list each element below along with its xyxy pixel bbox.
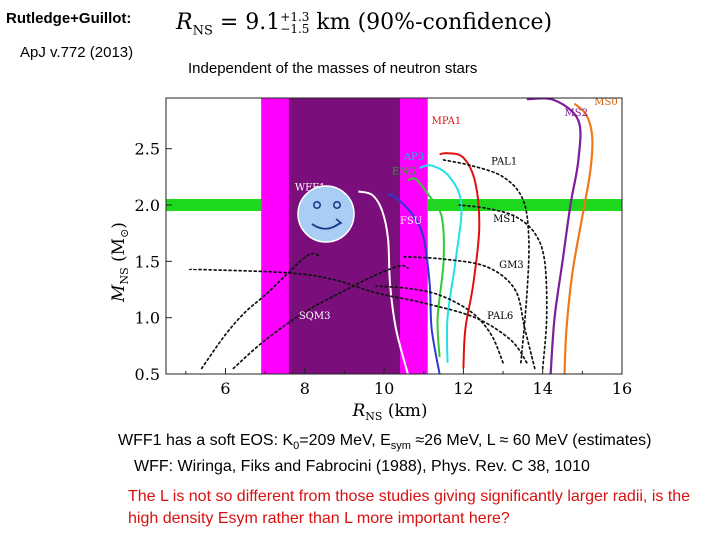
note1-sub-a: 0: [293, 440, 300, 453]
formula-minus: −1.5: [280, 22, 310, 36]
curve-label-eng: ENG: [392, 167, 416, 178]
y-tick-label: 2.0: [135, 196, 160, 215]
formula-symbol: R: [176, 10, 193, 35]
mass-radius-chart: MS0 MS2 MPA1 AP3 ENG WFF1 FSU PAL1 MS1 GM3 PAL6 GS1…: [109, 97, 633, 423]
x-tick-label: 16: [612, 379, 632, 398]
curve-label-ms2: MS2: [565, 108, 588, 119]
note1-sub-b: sym: [390, 440, 411, 453]
curve-ap3: [419, 164, 463, 363]
curve-label-sqm3: SQM3: [299, 311, 331, 322]
curve-gs1: [188, 268, 528, 364]
x-axis-label: RNS (km): [351, 401, 427, 423]
curve-pal1: [442, 159, 530, 364]
note1-part-a: WFF1 has a soft EOS: K: [118, 432, 294, 449]
curve-eng: [407, 177, 445, 358]
curve-ms2: [526, 98, 582, 374]
reference-authors: Rutledge+Guillot:: [6, 10, 132, 27]
curve-label-mpa1: MPA1: [432, 116, 462, 127]
y-tick-label: 1.5: [135, 252, 160, 271]
curve-label-pal6: PAL6: [487, 311, 513, 322]
curve-label-ap3: AP3: [403, 152, 424, 163]
formula-value: = 9.1: [212, 10, 281, 35]
curve-label-ms1: MS1: [493, 214, 516, 225]
curve-fsu: [387, 192, 441, 374]
curve-wff1: [358, 190, 409, 374]
curve-label-sqm1: SQM1: [178, 240, 210, 251]
curve-label-wff1: WFF1: [295, 182, 326, 193]
reference-journal: ApJ v.772 (2013): [20, 44, 134, 61]
subtitle: Independent of the masses of neutron sta…: [188, 60, 478, 77]
band-2msun-left: [166, 199, 262, 212]
note-question: The L is not so different from those stu…: [128, 488, 691, 527]
plot-border: [165, 97, 623, 375]
plot-frame: [165, 97, 623, 375]
curve-label-fsu: FSU: [400, 216, 422, 227]
curve-gm3: [403, 255, 536, 370]
note1-part-b: =209 MeV, E: [299, 432, 391, 449]
formula-errors: +1.3 −1.5: [280, 11, 309, 35]
curve-label-gm3: GM3: [499, 260, 524, 271]
curve-ms1: [458, 204, 548, 370]
formula-tail: km (90%-confidence): [309, 10, 553, 35]
eos-curves: [188, 98, 594, 374]
axis-ticks: 6 8 10 12 14 16 0.5 1.0 1.5 2.0 2.5: [135, 140, 633, 398]
constraint-bands: [166, 98, 622, 374]
y-tick-label: 0.5: [135, 365, 160, 384]
curve-mpa1: [439, 152, 481, 369]
x-tick-label: 14: [533, 379, 553, 398]
smiley-face-icon: [297, 185, 355, 243]
y-tick-label: 1.0: [135, 309, 160, 328]
formula-symbol-sub: NS: [192, 23, 213, 39]
x-tick-label: 12: [453, 379, 473, 398]
eos-curve-labels: MS0 MS2 MPA1 AP3 ENG WFF1 FSU PAL1 MS1 GM3 PAL6 GS1…: [178, 97, 618, 322]
note-wff-reference: WFF: Wiringa, Fiks and Fabrocini (1988),…: [134, 458, 590, 475]
radius-formula: RNS = 9.1+1.3 −1.5 km (90%-confidence): [176, 10, 552, 38]
curve-ms0: [563, 102, 594, 374]
curve-pal6: [375, 285, 504, 364]
y-tick-label: 2.5: [135, 140, 160, 159]
y-axis-label: MNS (M⊙): [109, 222, 131, 303]
x-tick-label: 10: [374, 379, 394, 398]
x-tick-label: 8: [300, 379, 310, 398]
curve-label-pal1: PAL1: [491, 156, 517, 167]
note1-part-c: ≈26 MeV, L ≈ 60 MeV (estimates): [410, 432, 652, 449]
x-tick-label: 6: [220, 379, 230, 398]
curve-label-gs1: GS1: [178, 261, 199, 272]
formula-plus: +1.3: [280, 10, 310, 24]
curve-label-ms0: MS0: [594, 97, 617, 108]
band-2msun-right: [427, 199, 622, 212]
curve-sqm3: [232, 264, 409, 370]
note-wff1-parameters: WFF1 has a soft EOS: K0=209 MeV, Esym ≈2…: [118, 432, 651, 452]
curve-sqm1: [200, 252, 322, 370]
